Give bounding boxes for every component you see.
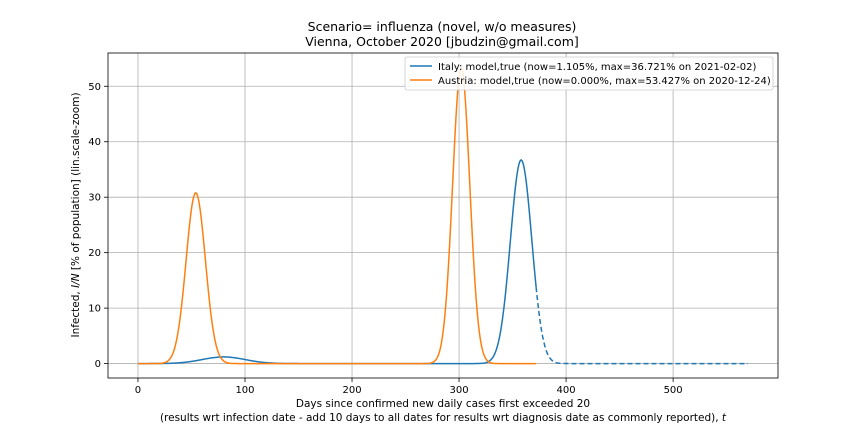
y-axis-label: Infected, I/N [% of population] (lin.sca… bbox=[70, 92, 82, 337]
series-forecast-italy bbox=[535, 287, 749, 365]
x-tick-label: 400 bbox=[557, 385, 576, 396]
y-axis-label-prefix: Infected, bbox=[70, 288, 82, 338]
y-tick-label: 40 bbox=[88, 137, 101, 148]
x-axis-label-line2-var: t bbox=[722, 412, 727, 424]
grid bbox=[108, 53, 778, 378]
legend: Italy: model,true (now=1.105%, max=36.72… bbox=[404, 56, 774, 91]
y-tick-label: 20 bbox=[88, 248, 101, 259]
legend-box bbox=[404, 56, 774, 91]
y-axis-label-suffix: [% of population] (lin.scale-zoom) bbox=[70, 92, 82, 273]
x-tick-label: 100 bbox=[235, 385, 254, 396]
plot-frame bbox=[107, 52, 779, 379]
x-tick-label: 500 bbox=[664, 385, 683, 396]
chart-title: Scenario= influenza (novel, w/o measures… bbox=[308, 19, 577, 34]
x-axis-label-line2-text: (results wrt infection date - add 10 day… bbox=[160, 412, 722, 424]
legend-label-austria: Austria: model,true (now=0.000%, max=53.… bbox=[438, 76, 771, 87]
ticks: 0 100 200 300 400 500 0 10 20 30 40 50 bbox=[88, 82, 682, 396]
plot-lines bbox=[137, 65, 749, 365]
y-tick-label: 0 bbox=[95, 359, 101, 370]
y-tick-label: 10 bbox=[88, 304, 101, 315]
y-axis-label-var: I/N bbox=[70, 273, 82, 288]
y-tick-label: 30 bbox=[88, 193, 101, 204]
x-axis-label-line2: (results wrt infection date - add 10 day… bbox=[160, 412, 727, 424]
chart-subtitle: Vienna, October 2020 [jbudzin@gmail.com] bbox=[305, 34, 579, 49]
series-line-italy bbox=[137, 158, 537, 365]
x-tick-label: 300 bbox=[450, 385, 469, 396]
x-axis-label: Days since confirmed new daily cases fir… bbox=[296, 398, 590, 410]
x-tick-label: 200 bbox=[342, 385, 361, 396]
legend-label-italy: Italy: model,true (now=1.105%, max=36.72… bbox=[438, 62, 757, 73]
x-tick-label: 0 bbox=[135, 385, 141, 396]
y-tick-label: 50 bbox=[88, 82, 101, 93]
series-line-austria bbox=[137, 65, 537, 365]
